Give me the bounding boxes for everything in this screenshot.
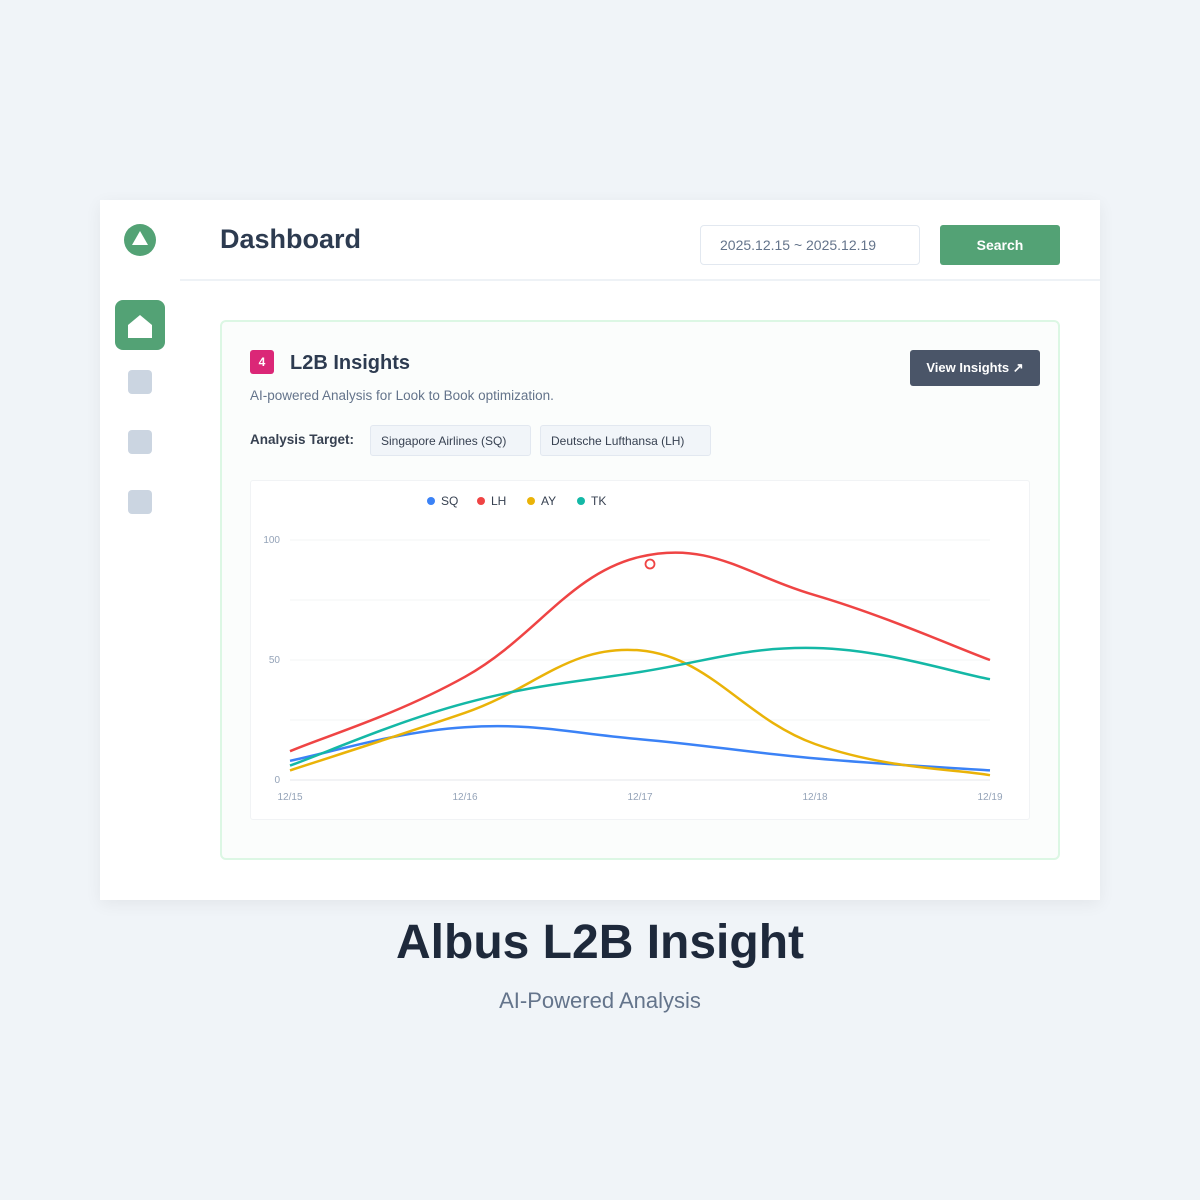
legend-dot-icon — [427, 497, 435, 505]
series-line-sq — [289, 724, 991, 772]
y-tick-label: 100 — [263, 535, 280, 546]
target-chip-sq[interactable]: Singapore Airlines (SQ) — [370, 425, 531, 456]
line-chart: SQ LH AY TK 0 50 100 12/15 12/16 12/17 12/18 12… — [250, 480, 1030, 820]
plot-area: 0 50 100 12/15 12/16 12/17 12/18 12/19 — [263, 535, 1003, 803]
series-line-tk — [289, 646, 991, 767]
x-tick-label: 12/18 — [802, 792, 827, 803]
series-line-ay — [289, 648, 991, 777]
legend-ay[interactable]: AY — [527, 494, 556, 508]
sidebar-item-home[interactable] — [115, 300, 165, 350]
view-insights-button[interactable]: View Insights ↗ — [910, 350, 1040, 386]
y-tick-label: 0 — [274, 775, 280, 786]
brand-title: Albus L2B Insight — [396, 916, 804, 969]
legend-dot-icon — [477, 497, 485, 505]
legend-dot-icon — [527, 497, 535, 505]
sidebar-item-2[interactable] — [128, 370, 152, 394]
page-title: Dashboard — [220, 224, 362, 254]
data-point-marker — [644, 558, 656, 570]
count-badge: 4 — [250, 350, 274, 374]
sidebar-item-4[interactable] — [128, 490, 152, 514]
x-tick-label: 12/19 — [977, 792, 1002, 803]
logo-icon[interactable] — [124, 224, 156, 256]
target-chip-lh[interactable]: Deutsche Lufthansa (LH) — [540, 425, 711, 456]
search-button[interactable]: Search — [940, 225, 1060, 265]
legend-sq[interactable]: SQ — [427, 494, 458, 508]
x-tick-label: 12/16 — [452, 792, 477, 803]
legend-dot-icon — [577, 497, 585, 505]
home-icon — [128, 315, 152, 338]
sidebar-item-3[interactable] — [128, 430, 152, 454]
date-range-input[interactable]: 2025.12.15 ~ 2025.12.19 — [700, 225, 920, 265]
card-description: AI-powered Analysis for Look to Book opt… — [250, 388, 554, 403]
analysis-target-label: Analysis Target: — [250, 432, 355, 447]
header-divider — [180, 279, 1100, 281]
brand-tagline: AI-Powered Analysis — [499, 988, 701, 1013]
x-tick-label: 12/15 — [277, 792, 302, 803]
legend-lh[interactable]: LH — [477, 494, 506, 508]
series-line-lh — [289, 551, 991, 753]
y-tick-label: 50 — [269, 655, 281, 666]
x-tick-label: 12/17 — [627, 792, 652, 803]
card-title: L2B Insights — [290, 352, 411, 374]
legend-tk[interactable]: TK — [577, 494, 606, 508]
